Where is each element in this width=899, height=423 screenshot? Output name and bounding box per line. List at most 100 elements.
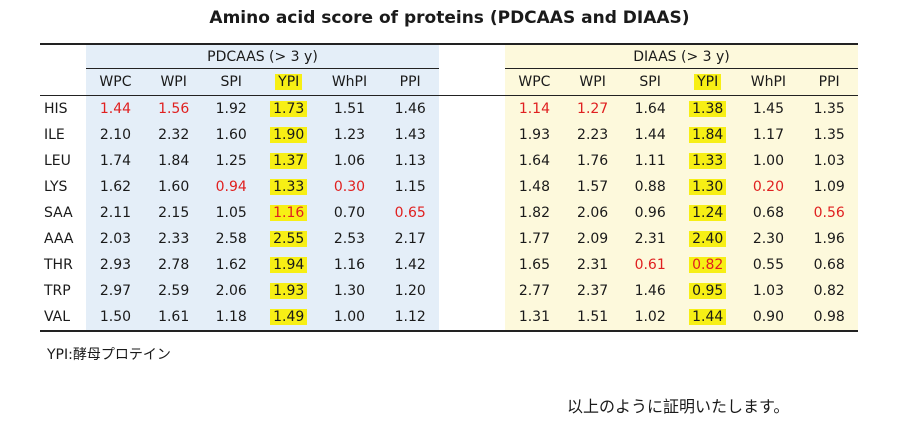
pdcaas-cell: 1.62: [202, 252, 260, 278]
pdcaas-col-header-wpi: WPI: [160, 74, 187, 90]
diaas-value: 1.44: [634, 127, 666, 143]
diaas-cell: 0.90: [736, 304, 801, 332]
diaas-value: 0.88: [634, 179, 666, 195]
pdcaas-value: 1.60: [215, 127, 247, 143]
diaas-value: 0.56: [813, 205, 845, 221]
pdcaas-cell: 1.16: [259, 200, 318, 226]
pdcaas-cell: 1.18: [202, 304, 260, 332]
table-row: LYS 1.62 1.60 0.94 1.33 0.30 1.15 1.48 1.57 0.88 1…: [40, 174, 858, 200]
pdcaas-cell: 1.74: [86, 148, 145, 174]
diaas-cell: 1.30: [678, 174, 737, 200]
pdcaas-value: 1.50: [99, 309, 132, 325]
diaas-cell: 1.24: [678, 200, 737, 226]
pdcaas-cell: 1.23: [317, 122, 382, 148]
gap-cell: [439, 174, 505, 200]
pdcaas-col-header-cell: WhPI: [317, 68, 382, 96]
pdcaas-cell: 1.42: [381, 252, 439, 278]
pdcaas-value: 1.16: [270, 205, 308, 221]
pdcaas-value: 2.53: [333, 231, 366, 247]
diaas-cell: 1.96: [800, 226, 858, 252]
diaas-value: 1.96: [813, 231, 845, 247]
pdcaas-value: 2.06: [215, 283, 247, 299]
pdcaas-cell: 1.06: [317, 148, 382, 174]
diaas-cell: 0.56: [800, 200, 858, 226]
diaas-value: 1.44: [689, 309, 727, 325]
diaas-cell: 1.35: [800, 122, 858, 148]
diaas-col-header-cell: YPI: [678, 68, 737, 96]
pdcaas-cell: 0.94: [202, 174, 260, 200]
pdcaas-cell: 2.55: [259, 226, 318, 252]
diaas-cell: 1.64: [504, 148, 564, 174]
pdcaas-value: 0.65: [394, 205, 426, 221]
pdcaas-value: 1.73: [270, 101, 308, 117]
pdcaas-value: 1.20: [394, 283, 426, 299]
diaas-value: 2.37: [577, 283, 609, 299]
pdcaas-value: 1.06: [333, 153, 366, 169]
pdcaas-value: 1.15: [394, 179, 426, 195]
pdcaas-cell: 1.90: [259, 122, 318, 148]
pdcaas-cell: 1.43: [381, 122, 439, 148]
pdcaas-value: 2.11: [99, 205, 132, 221]
pdcaas-value: 2.59: [158, 283, 190, 299]
diaas-value: 0.95: [689, 283, 727, 299]
diaas-cell: 2.77: [504, 278, 564, 304]
footnote: YPI:酵母プロテイン: [47, 347, 171, 363]
pdcaas-value: 2.97: [99, 283, 132, 299]
pdcaas-cell: 1.13: [381, 148, 439, 174]
pdcaas-value: 2.55: [270, 231, 308, 247]
pdcaas-value: 0.94: [215, 179, 247, 195]
diaas-cell: 1.82: [504, 200, 564, 226]
diaas-value: 2.06: [577, 205, 609, 221]
diaas-value: 2.23: [577, 127, 609, 143]
diaas-col-header-spi: SPI: [639, 74, 661, 90]
diaas-value: 1.09: [813, 179, 845, 195]
pdcaas-value: 1.25: [215, 153, 247, 169]
diaas-value: 1.76: [577, 153, 609, 169]
diaas-cell: 1.35: [800, 95, 858, 122]
diaas-value: 2.31: [634, 231, 666, 247]
diaas-cell: 0.95: [678, 278, 737, 304]
pdcaas-cell: 1.49: [259, 304, 318, 332]
pdcaas-value: 1.93: [270, 283, 308, 299]
pdcaas-cell: 1.16: [317, 252, 382, 278]
corner-cell: [40, 43, 86, 69]
diaas-value: 1.93: [518, 127, 550, 143]
diaas-cell: 1.11: [621, 148, 679, 174]
diaas-cell: 1.17: [736, 122, 801, 148]
amino-acid-score-table: PDCAAS (> 3 y) DIAAS (> 3 y) WPC WPI SPI YP…: [40, 43, 858, 332]
pdcaas-col-header-cell: WPC: [86, 68, 145, 96]
diaas-value: 1.00: [752, 153, 784, 169]
pdcaas-cell: 0.30: [317, 174, 382, 200]
diaas-cell: 0.98: [800, 304, 858, 332]
diaas-value: 1.30: [689, 179, 727, 195]
pdcaas-value: 1.42: [394, 257, 426, 273]
pdcaas-cell: 1.61: [144, 304, 203, 332]
diaas-value: 1.35: [813, 127, 845, 143]
diaas-cell: 1.76: [563, 148, 622, 174]
table-row: TRP 2.97 2.59 2.06 1.93 1.30 1.20 2.77 2.37 1.46 0…: [40, 278, 858, 304]
pdcaas-value: 1.56: [158, 101, 190, 117]
pdcaas-cell: 1.30: [317, 278, 382, 304]
gap-cell: [438, 304, 505, 332]
pdcaas-cell: 2.32: [144, 122, 203, 148]
diaas-cell: 2.31: [621, 226, 679, 252]
pdcaas-value: 2.93: [99, 257, 132, 273]
diaas-value: 1.45: [752, 101, 784, 117]
pdcaas-value: 1.13: [394, 153, 426, 169]
pdcaas-cell: 1.51: [317, 95, 382, 122]
diaas-col-header-cell: SPI: [621, 68, 679, 96]
pdcaas-cell: 2.53: [317, 226, 382, 252]
diaas-value: 1.82: [518, 205, 550, 221]
diaas-cell: 1.03: [736, 278, 801, 304]
pdcaas-cell: 1.25: [202, 148, 260, 174]
pdcaas-col-header-cell: YPI: [259, 68, 318, 96]
row-label: AAA: [44, 231, 74, 247]
pdcaas-col-header-spi: SPI: [220, 74, 242, 90]
diaas-cell: 1.33: [678, 148, 737, 174]
pdcaas-value: 1.18: [215, 309, 247, 325]
diaas-value: 1.46: [634, 283, 666, 299]
pdcaas-cell: 1.50: [86, 304, 145, 332]
diaas-col-header-ppi: PPI: [818, 74, 840, 90]
pdcaas-value: 1.49: [270, 309, 308, 325]
diaas-value: 1.77: [518, 231, 550, 247]
